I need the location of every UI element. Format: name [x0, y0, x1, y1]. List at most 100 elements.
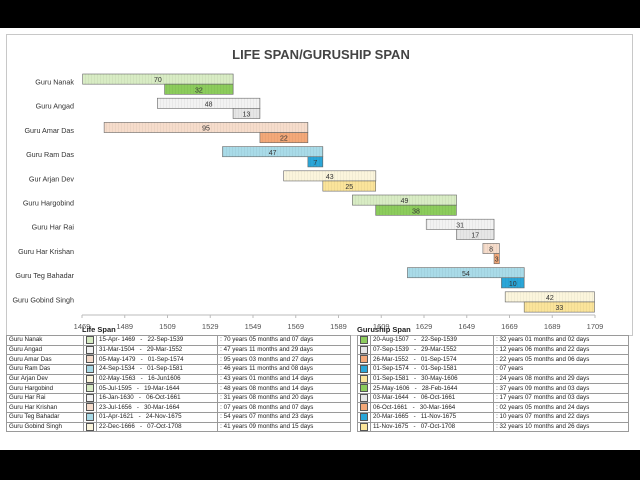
x-tick-label: 1549: [245, 322, 262, 331]
duration: : 17 years 07 months and 03 days: [493, 392, 629, 404]
duration: : 41 years 09 months and 15 days: [217, 421, 351, 433]
guruship-bar-label: 10: [509, 281, 517, 288]
x-tick-label: 1709: [587, 322, 604, 331]
duration: : 07 years 08 months and 07 days: [217, 402, 351, 414]
life-bar-texture: [482, 243, 500, 254]
guruship-bar-label: 17: [471, 233, 479, 240]
date-range: 26-Mar-1552 - 01-Sep-1574: [369, 354, 495, 365]
guru-name: Gur Arjan Dev: [6, 373, 84, 385]
life-row: Guru Har Krishan 23-Jul-1656 - 30-Mar-166…: [6, 402, 351, 414]
x-tick-label: 1569: [287, 322, 304, 331]
life-bar-texture: [426, 219, 495, 230]
color-swatch: [83, 363, 97, 375]
x-tick-label: 1609: [373, 322, 390, 331]
date-range: 11-Nov-1675 - 07-Oct-1708: [369, 421, 495, 433]
guruship-bar-label: 25: [345, 184, 353, 191]
guruship-row: 07-Sep-1539 - 29-Mar-1552: 12 years 06 m…: [357, 344, 629, 356]
guru-name: Guru Ram Das: [6, 363, 84, 375]
date-range: 22-Dec-1666 - 07-Oct-1708: [95, 421, 219, 433]
life-bar-texture: [104, 122, 308, 133]
category-label: Guru Nanak: [35, 77, 74, 86]
guru-name: Guru Nanak: [6, 335, 84, 346]
date-range: 20-Mar-1665 - 11-Nov-1675: [369, 412, 495, 423]
worksheet: LIFE SPAN/GURUSHIP SPAN Guru Nanak 70 32 Gu…: [0, 28, 640, 450]
life-bar-label: 48: [205, 101, 213, 108]
date-range: 16-Jan-1630 - 06-Oct-1661: [95, 392, 219, 404]
guruship-bar-texture: [524, 301, 595, 313]
guruship-row: 20-Mar-1665 - 11-Nov-1675: 10 years 07 m…: [357, 412, 629, 423]
duration: : 24 years 08 months and 29 days: [493, 373, 629, 385]
life-bar-label: 31: [456, 222, 464, 229]
date-range: 01-Sep-1574 - 01-Sep-1581: [369, 363, 495, 375]
date-range: 05-Jul-1595 - 19-Mar-1644: [95, 383, 219, 394]
date-range: 24-Sep-1534 - 01-Sep-1581: [95, 363, 219, 375]
duration: : 48 years 08 months and 14 days: [217, 383, 351, 394]
category-label: Guru Har Krishan: [18, 247, 74, 256]
life-row: Gur Arjan Dev 02-May-1563 - 16-Jun1606: 4…: [6, 373, 351, 385]
duration: : 31 years 08 months and 20 days: [217, 392, 351, 404]
date-range: 20-Aug-1507 - 22-Sep-1539: [369, 335, 495, 346]
color-swatch: [357, 383, 371, 394]
duration: : 54 years 07 months and 23 days: [217, 412, 351, 423]
guruship-bar-label: 32: [195, 87, 203, 94]
guruship-bar-texture: [307, 156, 323, 167]
life-bar-texture: [157, 98, 260, 109]
duration: : 95 years 03 months and 27 days: [217, 354, 351, 365]
category-label: Guru Har Rai: [32, 223, 75, 232]
guruship-row: 01-Sep-1574 - 01-Sep-1581: 07 years: [357, 363, 629, 375]
x-tick-label: 1589: [330, 322, 347, 331]
duration: : 47 years 11 months and 29 days: [217, 344, 351, 356]
life-bar-texture: [82, 74, 234, 85]
guruship-span-title: Guruship Span: [357, 325, 411, 334]
date-range: 01-Apr-1621 - 24-Nov-1675: [95, 412, 219, 423]
guruship-span-table: 20-Aug-1507 - 22-Sep-1539: 32 years 01 m…: [357, 335, 629, 433]
date-range: 02-May-1563 - 16-Jun1606: [95, 373, 219, 385]
color-swatch: [83, 335, 97, 346]
color-swatch: [83, 383, 97, 394]
color-swatch: [83, 402, 97, 414]
guruship-bar-label: 22: [280, 136, 288, 143]
color-swatch: [357, 392, 371, 404]
category-label: Guru Ram Das: [26, 150, 74, 159]
guruship-bar-texture: [456, 229, 495, 240]
x-tick-label: 1529: [202, 322, 219, 331]
guruship-row: 26-Mar-1552 - 01-Sep-1574: 22 years 05 m…: [357, 354, 629, 365]
x-tick-label: 1469: [74, 322, 91, 331]
category-label: Guru Amar Das: [24, 126, 74, 135]
duration: : 70 years 05 months and 07 days: [217, 335, 351, 346]
guruship-bar-label: 38: [412, 208, 420, 215]
date-range: 06-Oct-1661 - 30-Mar-1664: [369, 402, 495, 414]
x-tick-label: 1669: [501, 322, 518, 331]
date-range: 07-Sep-1539 - 29-Mar-1552: [369, 344, 495, 356]
color-swatch: [83, 412, 97, 423]
life-row: Guru Angad 31-Mar-1504 - 29-Mar-1552: 47 …: [6, 344, 351, 356]
category-label: Guru Hargobind: [23, 198, 74, 207]
life-row: Guru Nanak 15-Apr- 1469 - 22-Sep-1539: 70…: [6, 335, 351, 346]
x-tick-label: 1689: [544, 322, 561, 331]
guruship-row: 25-May-1606 - 28-Feb-1644: 37 years 09 m…: [357, 383, 629, 394]
duration: : 07 years: [493, 363, 629, 375]
guruship-bar-texture: [322, 180, 376, 192]
color-swatch: [357, 335, 371, 346]
x-tick-label: 1489: [116, 322, 133, 331]
guruship-row: 06-Oct-1661 - 30-Mar-1664: 02 years 05 m…: [357, 402, 629, 414]
color-swatch: [83, 373, 97, 385]
guruship-row: 01-Sep-1581 - 30-May-1606: 24 years 08 m…: [357, 373, 629, 385]
duration: : 46 years 11 months and 08 days: [217, 363, 351, 375]
date-range: 05-May-1479 - 01-Sep-1574: [95, 354, 219, 365]
date-range: 01-Sep-1581 - 30-May-1606: [369, 373, 495, 385]
duration: : 12 years 06 months and 22 days: [493, 344, 629, 356]
duration: : 37 years 09 months and 03 days: [493, 383, 629, 394]
chart-title: LIFE SPAN/GURUSHIP SPAN: [232, 47, 410, 62]
date-range: 25-May-1606 - 28-Feb-1644: [369, 383, 495, 394]
life-bar-label: 8: [489, 247, 493, 254]
duration: : 22 years 05 months and 06 days: [493, 354, 629, 365]
color-swatch: [357, 421, 371, 433]
guruship-bar-texture: [164, 84, 234, 95]
guru-name: Guru Angad: [6, 344, 84, 356]
guruship-row: 03-Mar-1644 - 06-Oct-1661: 17 years 07 m…: [357, 392, 629, 404]
category-label: Guru Teg Bahadar: [15, 271, 74, 280]
duration: : 10 years 07 months and 22 days: [493, 412, 629, 423]
duration: : 32 years 10 months and 26 days: [493, 421, 629, 433]
life-bar-texture: [222, 146, 323, 157]
